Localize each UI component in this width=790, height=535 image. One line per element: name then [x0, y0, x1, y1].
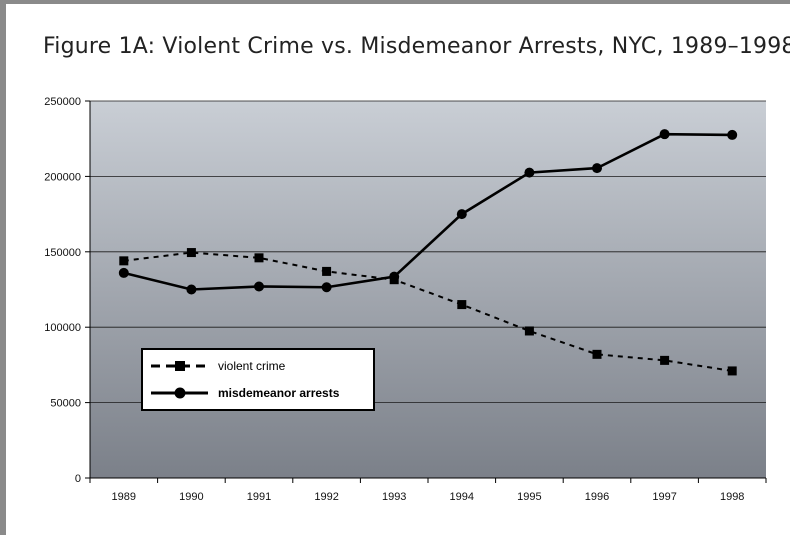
- gridlines: [85, 100, 766, 479]
- data-point-circle: [727, 129, 738, 140]
- x-tick-label: 1998: [720, 491, 744, 503]
- legend: violent crime misdemeanor arrests: [141, 348, 375, 411]
- y-tick-label: 150000: [44, 247, 81, 259]
- data-point-circle: [524, 167, 535, 178]
- legend-label: violent crime: [218, 359, 286, 373]
- x-tick-label: 1994: [450, 491, 474, 503]
- x-tick-label: 1997: [652, 491, 676, 503]
- x-tick-label: 1989: [112, 491, 136, 503]
- data-point-circle: [389, 271, 400, 282]
- x-tick-labels: 1989 1990 1991 1992 1993 1994 1995 1996 1997 1998: [112, 491, 745, 503]
- series-misdemeanor-arrests: [118, 129, 738, 295]
- data-point-square: [592, 349, 602, 359]
- y-tick-label: 100000: [44, 322, 81, 334]
- legend-box: [141, 348, 375, 411]
- data-point-circle: [254, 281, 264, 292]
- data-point-circle: [456, 209, 467, 220]
- x-tick-label: 1995: [517, 491, 541, 503]
- x-tick-label: 1996: [585, 491, 609, 503]
- y-tick-label: 250000: [44, 96, 81, 108]
- data-point-square: [186, 248, 196, 258]
- legend-marker-square: [175, 361, 185, 371]
- x-tick-label: 1991: [247, 491, 271, 503]
- data-point-circle: [321, 282, 332, 293]
- data-point-square: [254, 253, 264, 263]
- series-group: [118, 129, 738, 376]
- series-line: [123, 132, 733, 291]
- data-point-square: [457, 300, 467, 310]
- axes: [89, 101, 767, 483]
- legend-label: misdemeanor arrests: [218, 386, 340, 400]
- legend-marker-circle: [174, 387, 186, 399]
- y-tick-label: 50000: [50, 398, 81, 410]
- data-point-square: [524, 326, 534, 336]
- chart-title: Figure 1A: Violent Crime vs. Misdemeanor…: [43, 34, 790, 59]
- x-tick-label: 1993: [382, 491, 406, 503]
- y-tick-label: 0: [75, 473, 81, 485]
- y-tick-label: 200000: [44, 171, 81, 183]
- data-point-circle: [186, 284, 197, 295]
- data-point-circle: [118, 267, 129, 278]
- x-tick-label: 1990: [179, 491, 203, 503]
- x-tick-label: 1992: [314, 491, 338, 503]
- legend-entry: violent crime: [151, 359, 286, 373]
- data-point-square: [119, 256, 129, 266]
- y-tick-labels: 0 50000 100000 150000 200000 250000: [44, 96, 81, 485]
- data-point-square: [660, 355, 670, 365]
- data-point-circle: [659, 129, 670, 140]
- data-point-square: [727, 366, 737, 376]
- series-line: [123, 251, 733, 372]
- data-point-square: [322, 266, 332, 276]
- legend-entry: misdemeanor arrests: [151, 386, 340, 400]
- series-violent-crime: [119, 248, 737, 376]
- data-point-circle: [592, 163, 602, 174]
